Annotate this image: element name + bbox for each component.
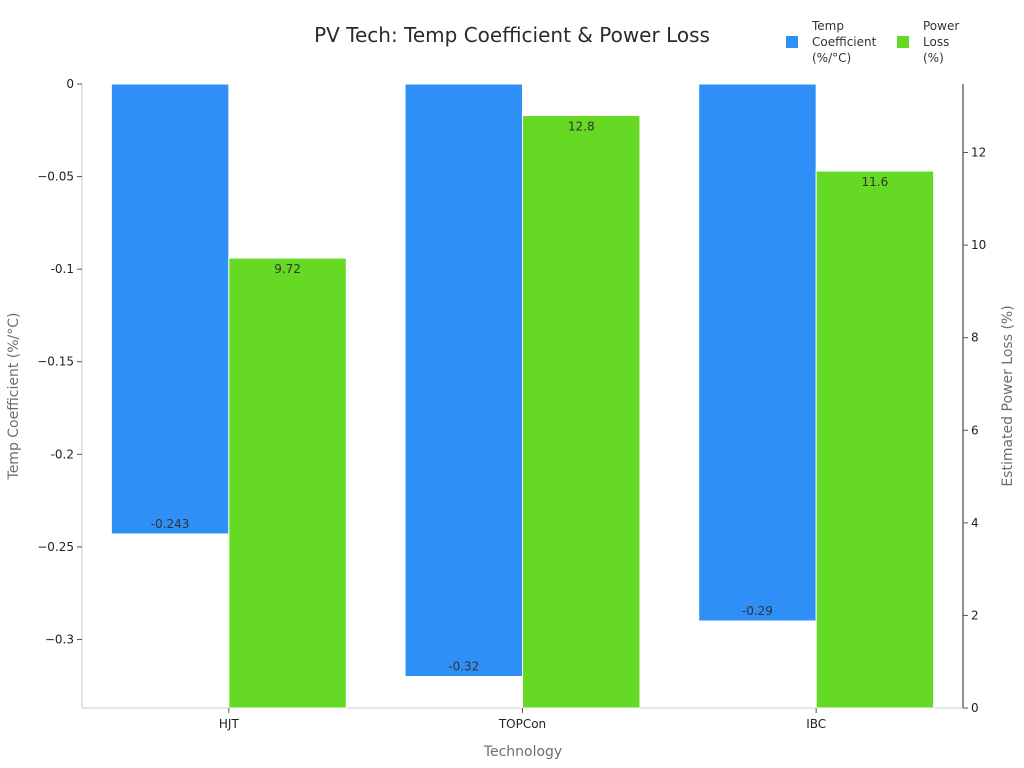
data-label-ibc-temp-coefficient: -0.29 xyxy=(742,604,773,618)
left-axis-title: Temp Coefficient (%/°C) xyxy=(6,313,22,481)
bar-topcon-temp-coefficient xyxy=(404,83,523,678)
bar-hjt-temp-coefficient xyxy=(110,83,230,535)
legend-swatch-temp-coefficient xyxy=(786,36,798,48)
chart-title: PV Tech: Temp Coefficient & Power Loss xyxy=(314,23,710,47)
bar-ibc-power-loss xyxy=(815,170,935,709)
left-tick-label: -0.1 xyxy=(51,262,74,276)
x-axis-ticks: HJT TOPCon IBC xyxy=(219,708,826,731)
data-labels-group: -0.243 9.72 -0.32 12.8 -0.29 11.6 xyxy=(151,119,889,673)
legend-label-temp-coefficient: Temp xyxy=(811,19,844,33)
left-tick-label: -0.2 xyxy=(51,447,74,461)
right-tick-label: 8 xyxy=(971,331,979,345)
chart-legend: Temp Coefficient (%/°C) Power Loss (%) xyxy=(786,19,959,65)
left-tick-label: −0.05 xyxy=(37,170,74,184)
data-label-topcon-temp-coefficient: -0.32 xyxy=(448,660,479,674)
data-label-hjt-temp-coefficient: -0.243 xyxy=(151,517,190,531)
bar-topcon-power-loss xyxy=(522,114,641,709)
x-tick-label-ibc: IBC xyxy=(806,717,826,731)
x-tick-label-topcon: TOPCon xyxy=(498,717,546,731)
data-label-topcon-power-loss: 12.8 xyxy=(568,119,595,133)
legend-label-power-loss: Loss xyxy=(923,35,949,49)
legend-label-power-loss: Power xyxy=(923,19,959,33)
x-axis-title: Technology xyxy=(483,744,562,760)
right-tick-label: 4 xyxy=(971,516,979,530)
legend-label-power-loss: (%) xyxy=(923,51,944,65)
left-tick-label: −0.25 xyxy=(37,540,74,554)
right-axis-title: Estimated Power Loss (%) xyxy=(1000,305,1016,486)
data-label-ibc-power-loss: 11.6 xyxy=(862,175,889,189)
left-tick-label: −0.3 xyxy=(45,632,74,646)
bar-hjt-power-loss xyxy=(228,257,347,709)
bar-ibc-temp-coefficient xyxy=(698,83,817,622)
right-tick-label: 6 xyxy=(971,423,979,437)
right-axis-ticks: 0 2 4 6 8 10 12 xyxy=(963,146,986,715)
legend-label-temp-coefficient: (%/°C) xyxy=(812,51,851,65)
legend-label-temp-coefficient: Coefficient xyxy=(812,35,877,49)
left-tick-label: 0 xyxy=(66,77,74,91)
x-tick-label-hjt: HJT xyxy=(219,717,240,731)
data-label-hjt-power-loss: 9.72 xyxy=(274,262,301,276)
right-tick-label: 2 xyxy=(971,608,979,622)
right-tick-label: 0 xyxy=(971,701,979,715)
left-tick-label: −0.15 xyxy=(37,355,74,369)
left-axis-ticks: 0 −0.05 -0.1 −0.15 -0.2 −0.25 −0.3 xyxy=(37,77,82,646)
right-tick-label: 12 xyxy=(971,146,986,160)
right-tick-label: 10 xyxy=(971,238,986,252)
bars-group xyxy=(110,83,935,709)
legend-swatch-power-loss xyxy=(897,36,909,48)
